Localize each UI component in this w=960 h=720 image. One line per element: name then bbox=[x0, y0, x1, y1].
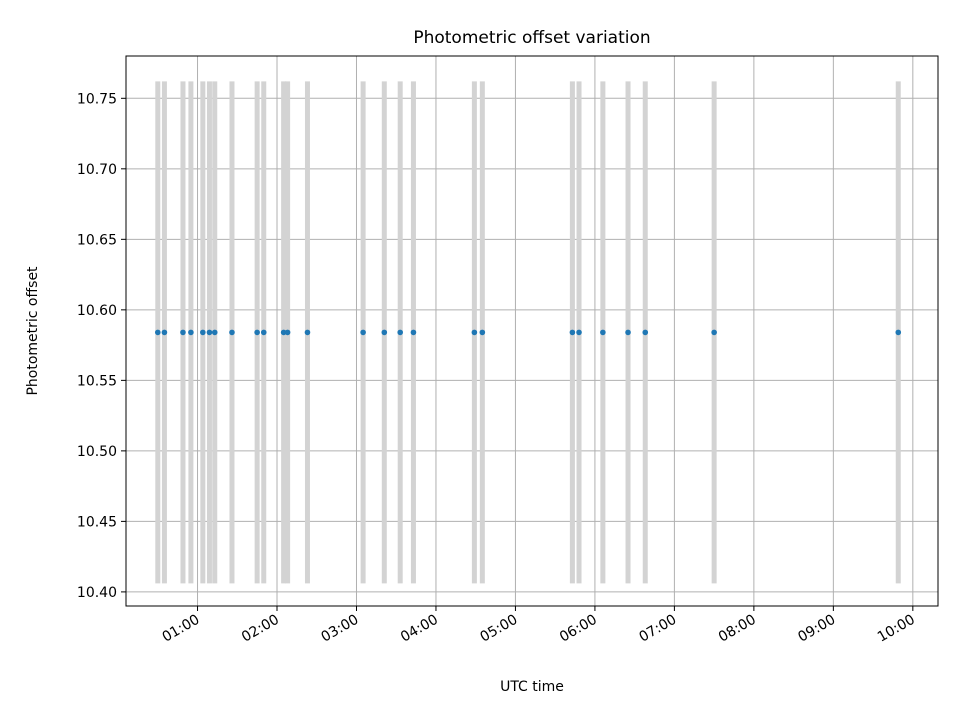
y-tick-label: 10.65 bbox=[77, 232, 117, 248]
y-axis-ticks: 10.40 10.45 10.50 10.55 10.60 10.65 10.70 10.75 bbox=[77, 91, 126, 601]
data-point bbox=[397, 329, 403, 336]
data-point bbox=[188, 329, 194, 336]
x-axis-label: UTC time bbox=[500, 679, 564, 695]
data-point bbox=[254, 329, 260, 336]
data-point bbox=[180, 329, 186, 336]
x-tick-label: 05:00 bbox=[477, 612, 520, 646]
data-point bbox=[211, 329, 218, 336]
data-point bbox=[206, 329, 213, 336]
x-tick-label: 06:00 bbox=[557, 612, 600, 646]
x-tick-label: 08:00 bbox=[716, 612, 759, 646]
y-tick-label: 10.75 bbox=[77, 91, 117, 107]
y-tick-label: 10.45 bbox=[77, 514, 117, 530]
x-tick-label: 04:00 bbox=[398, 612, 441, 646]
data-point bbox=[410, 329, 417, 336]
data-point bbox=[154, 329, 161, 336]
data-point bbox=[625, 329, 631, 336]
y-tick-label: 10.55 bbox=[77, 373, 117, 389]
data-point bbox=[260, 329, 267, 336]
chart-title: Photometric offset variation bbox=[413, 28, 650, 48]
data-point bbox=[360, 329, 366, 336]
x-tick-label: 02:00 bbox=[239, 612, 282, 646]
x-tick-label: 07:00 bbox=[636, 612, 679, 646]
x-tick-label: 10:00 bbox=[875, 612, 918, 646]
data-point bbox=[642, 329, 649, 336]
data-point bbox=[711, 329, 717, 336]
x-tick-label: 01:00 bbox=[160, 612, 203, 646]
y-tick-label: 10.50 bbox=[77, 444, 117, 460]
grid-layer bbox=[126, 56, 938, 606]
data-point bbox=[161, 329, 168, 336]
errorbar-layer bbox=[155, 81, 901, 584]
data-point bbox=[381, 329, 388, 336]
data-point bbox=[479, 329, 486, 336]
y-tick-label: 10.40 bbox=[77, 585, 117, 601]
data-point bbox=[280, 329, 287, 336]
data-point bbox=[471, 329, 478, 336]
data-point bbox=[304, 329, 311, 336]
y-tick-label: 10.70 bbox=[77, 162, 117, 178]
y-tick-label: 10.60 bbox=[77, 303, 117, 319]
x-tick-label: 09:00 bbox=[795, 612, 838, 646]
x-tick-label: 03:00 bbox=[319, 612, 362, 646]
y-axis-label: Photometric offset bbox=[25, 266, 41, 396]
data-point bbox=[600, 329, 606, 336]
plot-frame bbox=[125, 55, 939, 607]
data-point bbox=[200, 329, 206, 336]
point-layer bbox=[154, 329, 902, 336]
data-point bbox=[229, 329, 235, 336]
data-point bbox=[895, 329, 902, 336]
x-axis-ticks: 01:00 02:00 03:00 04:00 05:00 06:00 07:00 08:00… bbox=[160, 606, 918, 646]
data-point bbox=[569, 329, 576, 336]
data-point bbox=[576, 329, 582, 336]
data-point bbox=[284, 329, 291, 336]
